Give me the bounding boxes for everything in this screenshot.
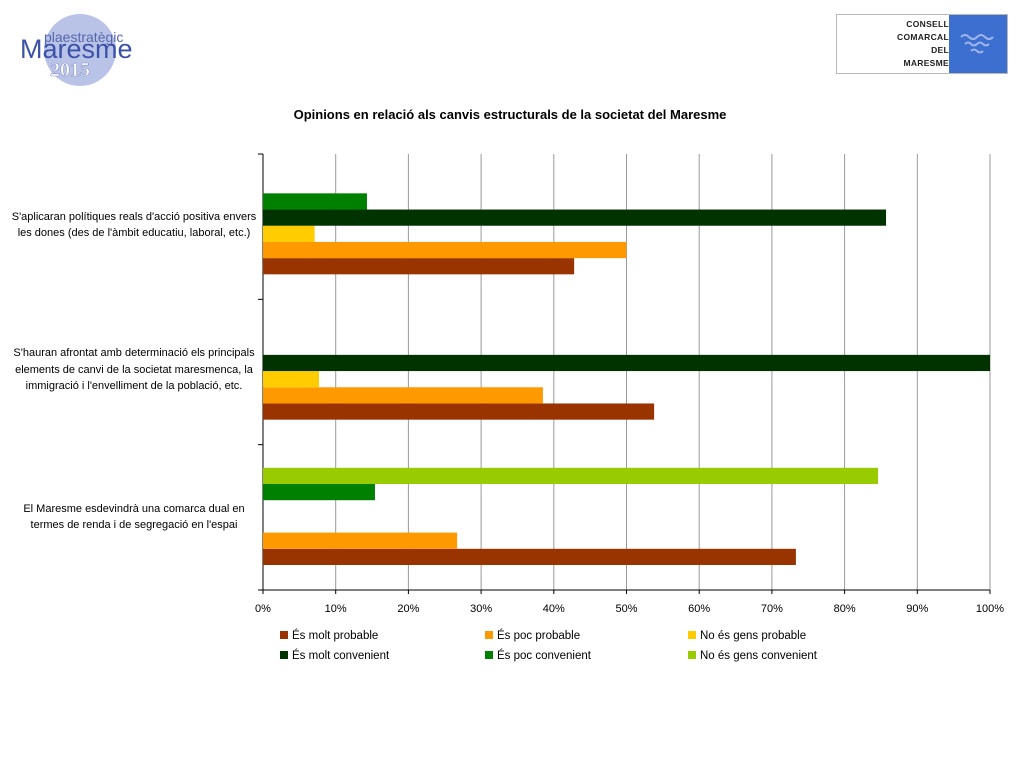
bar bbox=[263, 403, 655, 420]
chart-title: Opinions en relació als canvis estructur… bbox=[293, 107, 727, 122]
legend-swatch bbox=[688, 631, 696, 639]
bar bbox=[263, 371, 319, 388]
x-tick-label: 50% bbox=[615, 603, 637, 615]
bar bbox=[263, 387, 543, 404]
category-label: El Maresme esdevindrà una comarca dual e… bbox=[23, 502, 245, 532]
legend-label: No és gens probable bbox=[700, 630, 807, 642]
bar bbox=[263, 193, 367, 210]
bar bbox=[263, 258, 575, 275]
category-label: S'aplicaran polítiques reals d'acció pos… bbox=[11, 210, 257, 240]
logo-line: COMARCAL bbox=[897, 32, 949, 42]
logo-text-maresme: Maresme bbox=[20, 34, 133, 64]
bar bbox=[263, 241, 627, 259]
legend-item: És molt convenient bbox=[280, 650, 389, 662]
bar bbox=[263, 209, 887, 226]
legend-label: És molt probable bbox=[292, 630, 379, 642]
bar bbox=[263, 532, 458, 549]
x-tick-label: 90% bbox=[906, 603, 928, 615]
x-tick-label: 0% bbox=[255, 603, 271, 615]
consell-emblem-icon bbox=[949, 15, 1007, 73]
logo-line: CONSELL bbox=[906, 19, 949, 29]
legend-swatch bbox=[485, 631, 493, 639]
legend-item: No és gens probable bbox=[688, 630, 806, 642]
legend-label: És molt convenient bbox=[292, 650, 390, 662]
logo-text-year: 2015 bbox=[50, 59, 90, 81]
legend-swatch bbox=[280, 631, 288, 639]
bar bbox=[263, 467, 879, 484]
logo-line: DEL bbox=[931, 45, 949, 55]
x-tick-label: 60% bbox=[688, 603, 710, 615]
legend-label: És poc convenient bbox=[497, 650, 591, 662]
legend-label: És poc probable bbox=[497, 630, 581, 642]
x-tick-label: 20% bbox=[397, 603, 419, 615]
consell-comarcal-text: CONSELL COMARCAL DEL MARESME bbox=[837, 18, 949, 70]
logo-text-plaestrategic: plaestratègic bbox=[44, 29, 123, 45]
x-tick-label: 10% bbox=[325, 603, 347, 615]
legend-swatch bbox=[485, 651, 493, 659]
legend-item: És poc convenient bbox=[485, 650, 591, 662]
plaestrategic-logo: plaestratègic Maresme 2015 bbox=[18, 12, 148, 88]
consell-comarcal-logo: CONSELL COMARCAL DEL MARESME bbox=[836, 14, 1008, 74]
legend-swatch bbox=[280, 651, 288, 659]
legend-label: No és gens convenient bbox=[700, 650, 817, 662]
x-tick-label: 30% bbox=[470, 603, 492, 615]
bar bbox=[263, 354, 990, 372]
legend-item: No és gens convenient bbox=[688, 650, 817, 662]
x-tick-label: 100% bbox=[976, 603, 1004, 615]
bar bbox=[263, 484, 375, 501]
x-tick-label: 80% bbox=[834, 603, 856, 615]
bar bbox=[263, 225, 315, 242]
legend-item: És poc probable bbox=[485, 630, 580, 642]
logo-line: MARESME bbox=[903, 58, 949, 68]
legend-swatch bbox=[688, 651, 696, 659]
bar bbox=[263, 548, 796, 565]
legend-item: És molt probable bbox=[280, 630, 378, 642]
x-tick-label: 70% bbox=[761, 603, 783, 615]
x-tick-label: 40% bbox=[543, 603, 565, 615]
category-label: S'hauran afrontat amb determinació els p… bbox=[13, 347, 255, 392]
